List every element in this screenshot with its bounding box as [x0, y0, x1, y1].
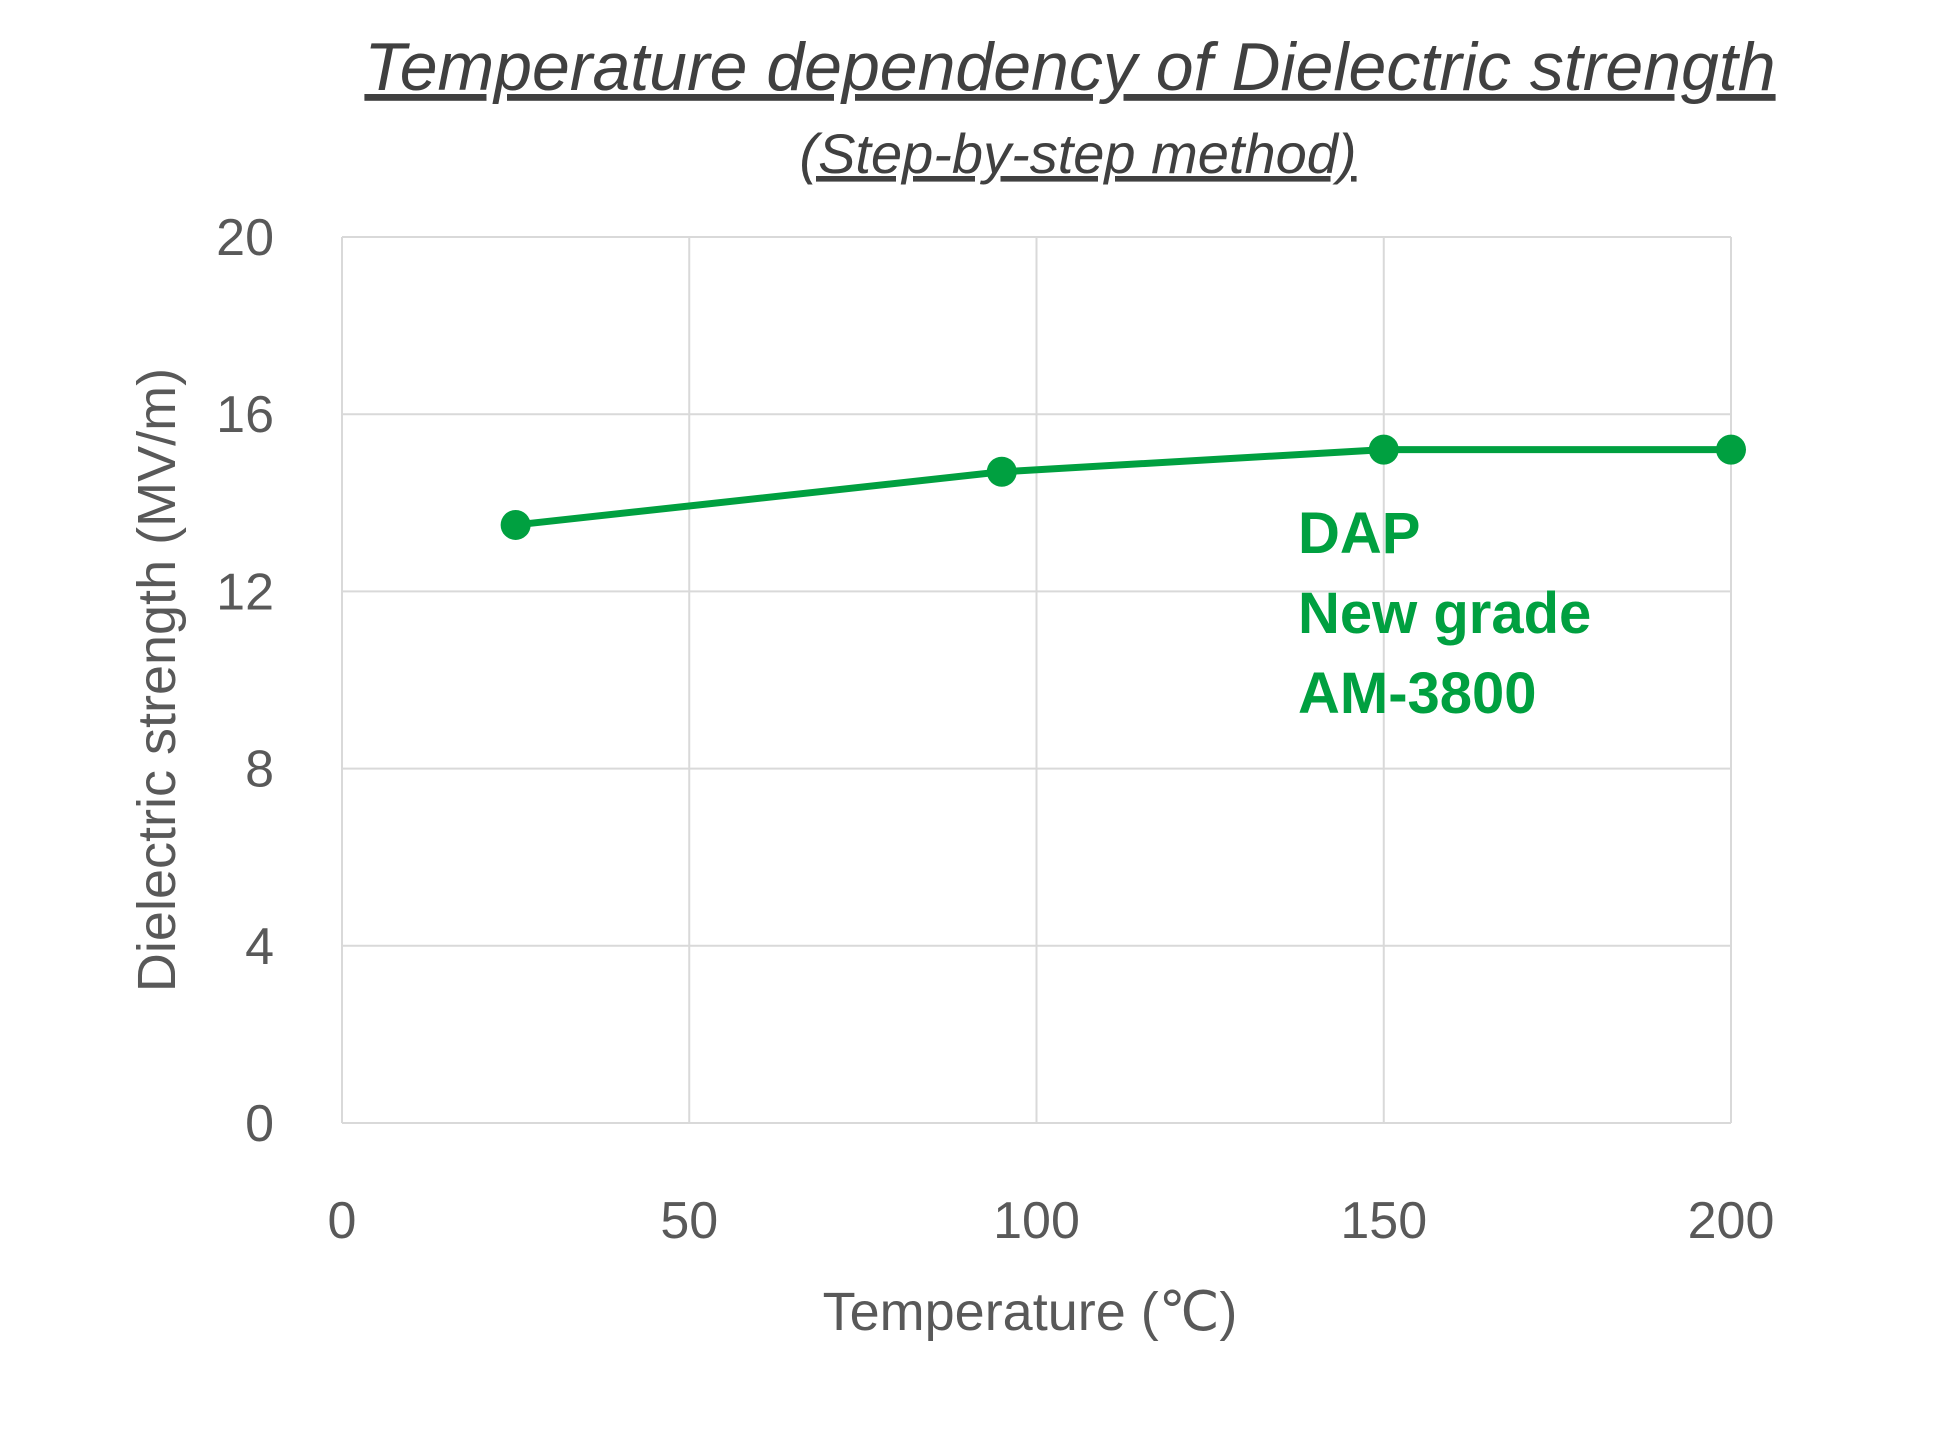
data-point	[986, 456, 1017, 487]
chart-title: Temperature dependency of Dielectric str…	[364, 29, 1775, 105]
x-tick-label: 0	[328, 1192, 357, 1250]
x-tick-label: 150	[1340, 1192, 1427, 1250]
x-tick-label: 50	[660, 1192, 718, 1250]
y-tick-label: 0	[245, 1095, 274, 1153]
annotation-line: AM-3800	[1298, 661, 1537, 726]
x-tick-labels: 0 50 100 150 200	[328, 1192, 1775, 1250]
series-line	[515, 446, 1731, 529]
annotation-line: New grade	[1298, 581, 1591, 646]
annotation-line: DAP	[1298, 501, 1420, 566]
series-annotation: DAP New grade AM-3800	[1298, 501, 1591, 726]
x-tick-label: 200	[1688, 1192, 1775, 1250]
data-point	[500, 509, 531, 540]
y-tick-labels: 0 4 8 12 16 20	[216, 209, 274, 1153]
data-point	[1368, 434, 1399, 465]
data-point	[1716, 434, 1746, 465]
y-tick-label: 4	[245, 918, 274, 976]
chart-subtitle: (Step-by-step method)	[799, 122, 1356, 185]
y-axis-label: Dielectric strength (MV/m)	[127, 368, 187, 992]
y-tick-label: 16	[216, 386, 274, 444]
y-tick-label: 12	[216, 563, 274, 621]
x-tick-label: 100	[993, 1192, 1080, 1250]
gridlines	[341, 236, 1732, 1124]
y-tick-label: 8	[245, 741, 274, 799]
series-layer	[500, 434, 1746, 540]
y-tick-label: 20	[216, 209, 274, 267]
x-axis-label: Temperature (℃)	[823, 1282, 1238, 1342]
